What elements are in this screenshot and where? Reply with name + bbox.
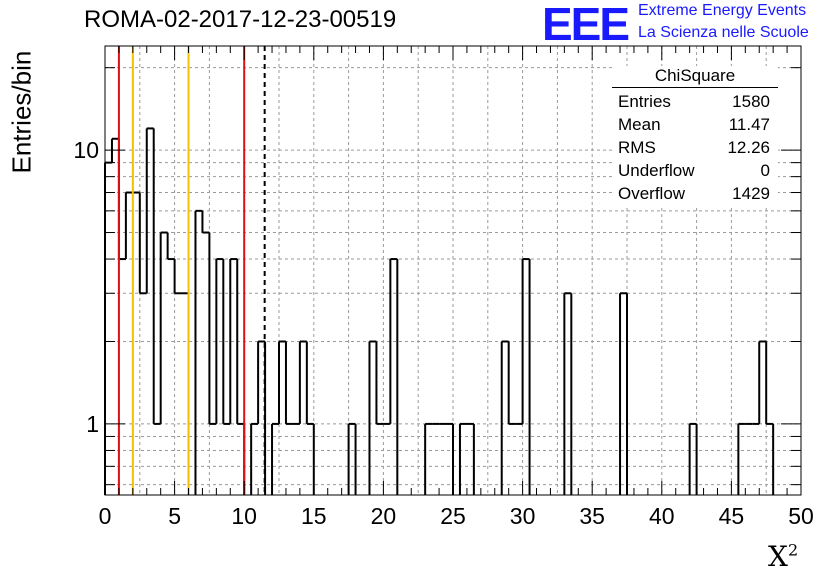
stats-box: ChiSquare Entries 1580 Mean 11.47 RMS 12.26… bbox=[612, 66, 778, 205]
x-tick-label: 15 bbox=[301, 503, 327, 529]
stats-value: 1580 bbox=[732, 92, 770, 111]
stats-value: 12.26 bbox=[727, 138, 770, 157]
run-title: ROMA-02-2017-12-23-00519 bbox=[84, 6, 397, 33]
x-tick-label: 10 bbox=[231, 503, 257, 529]
x-tick-label: 50 bbox=[788, 503, 814, 529]
stats-row-overflow: Overflow 1429 bbox=[612, 182, 778, 205]
y-tick-label: 1 bbox=[86, 411, 99, 437]
stats-label: Mean bbox=[618, 115, 661, 134]
logo-line-1: Extreme Energy Events bbox=[638, 2, 807, 19]
axis-ticks bbox=[104, 46, 802, 495]
x-axis-label: X2 bbox=[768, 540, 798, 573]
x-tick-label: 25 bbox=[440, 503, 466, 529]
x-axis-label-sup: 2 bbox=[787, 540, 799, 560]
x-tick-label: 0 bbox=[99, 503, 112, 529]
x-tick-label: 40 bbox=[649, 503, 675, 529]
marker-lines bbox=[117, 46, 266, 495]
x-tick-label: 5 bbox=[168, 503, 181, 529]
grid-layer bbox=[105, 46, 801, 495]
x-tick-label: 30 bbox=[510, 503, 536, 529]
stats-label: Overflow bbox=[618, 184, 686, 203]
x-axis-label-main: X bbox=[768, 540, 788, 573]
eee-logo: EEE bbox=[542, 0, 630, 50]
y-axis-label: Entries/bin bbox=[6, 50, 37, 174]
stats-value: 0 bbox=[760, 161, 770, 180]
stats-label: Underflow bbox=[618, 161, 695, 180]
stats-row-entries: Entries 1580 bbox=[612, 90, 778, 113]
stats-row-underflow: Underflow 0 bbox=[612, 159, 778, 182]
y-tick-label: 10 bbox=[73, 137, 99, 163]
stats-value: 1429 bbox=[732, 184, 770, 203]
x-tick-label: 20 bbox=[371, 503, 397, 529]
histogram-bars bbox=[104, 127, 775, 495]
stats-value: 11.47 bbox=[728, 115, 770, 134]
tick-labels: 0 5 10 15 20 25 30 35 40 45 50 1 10 bbox=[73, 137, 813, 529]
stats-row-mean: Mean 11.47 bbox=[612, 113, 778, 136]
stats-label: RMS bbox=[618, 138, 656, 157]
x-tick-label: 35 bbox=[579, 503, 605, 529]
logo-line-2: La Scienza nelle Scuole bbox=[638, 24, 809, 41]
stats-row-rms: RMS 12.26 bbox=[612, 136, 778, 159]
x-tick-label: 45 bbox=[719, 503, 745, 529]
stats-title: ChiSquare bbox=[612, 66, 778, 88]
stats-label: Entries bbox=[618, 92, 671, 111]
